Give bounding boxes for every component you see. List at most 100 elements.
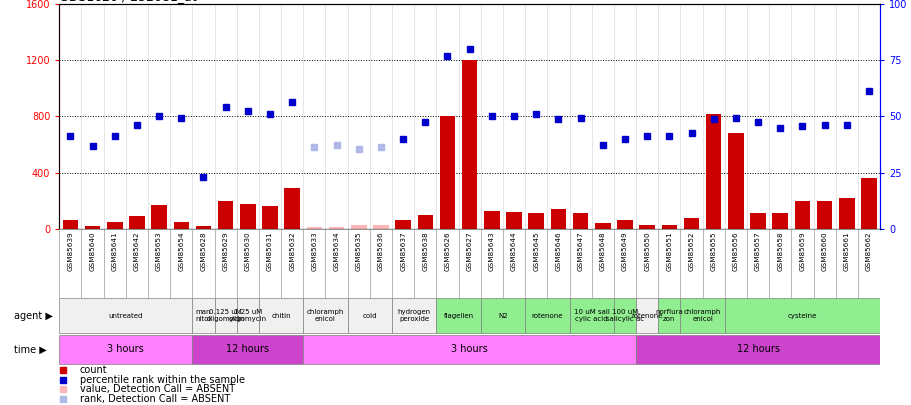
Text: GSM85637: GSM85637 <box>400 231 405 271</box>
Text: GSM85661: GSM85661 <box>843 231 849 271</box>
Text: GSM85628: GSM85628 <box>200 231 206 271</box>
Bar <box>347 298 392 333</box>
Text: GSM85651: GSM85651 <box>666 231 671 271</box>
Bar <box>525 298 568 333</box>
Text: GSM85630: GSM85630 <box>244 231 251 271</box>
Bar <box>705 114 721 229</box>
Bar <box>506 212 521 229</box>
Bar <box>527 213 543 229</box>
Bar <box>59 335 192 364</box>
Text: chloramph
enicol: chloramph enicol <box>306 309 343 322</box>
Bar <box>860 178 875 229</box>
Bar <box>417 215 433 229</box>
Bar <box>259 298 303 333</box>
Text: rotenone: rotenone <box>531 313 562 319</box>
Text: norflura
zon: norflura zon <box>655 309 682 322</box>
Bar <box>329 227 344 229</box>
Text: GSM85639: GSM85639 <box>67 231 73 271</box>
Text: cold: cold <box>363 313 376 319</box>
Bar <box>218 201 233 229</box>
Bar <box>635 335 879 364</box>
Bar <box>658 298 680 333</box>
Bar <box>214 298 237 333</box>
Text: GSM85662: GSM85662 <box>865 231 871 271</box>
Bar <box>750 213 765 229</box>
Text: hydrogen
peroxide: hydrogen peroxide <box>397 309 430 322</box>
Text: GSM85647: GSM85647 <box>577 231 583 271</box>
Text: GSM85656: GSM85656 <box>732 231 738 271</box>
Text: 3 hours: 3 hours <box>451 344 487 354</box>
Bar <box>303 335 635 364</box>
Text: cysteine: cysteine <box>787 313 816 319</box>
Text: GSM85633: GSM85633 <box>311 231 317 271</box>
Text: GSM85650: GSM85650 <box>643 231 650 271</box>
Text: GSM85652: GSM85652 <box>688 231 694 271</box>
Bar <box>461 60 477 229</box>
Bar <box>572 213 588 229</box>
Bar <box>793 201 809 229</box>
Bar <box>129 216 145 229</box>
Bar <box>63 220 78 229</box>
Bar <box>484 211 499 229</box>
Text: 12 hours: 12 hours <box>226 344 269 354</box>
Text: value, Detection Call = ABSENT: value, Detection Call = ABSENT <box>80 384 235 394</box>
Bar <box>262 207 278 229</box>
Text: 1.25 uM
oligomycin: 1.25 uM oligomycin <box>229 309 267 322</box>
Text: untreated: untreated <box>108 313 143 319</box>
Bar <box>439 117 455 229</box>
Bar <box>838 198 854 229</box>
Bar <box>351 225 366 229</box>
Bar <box>303 298 347 333</box>
Text: GSM85643: GSM85643 <box>488 231 495 271</box>
Bar <box>680 298 724 333</box>
Bar <box>306 227 322 229</box>
Bar <box>772 213 787 229</box>
Text: rotenone: rotenone <box>630 313 662 319</box>
Bar <box>594 223 609 229</box>
Bar <box>151 205 167 229</box>
Text: GSM85641: GSM85641 <box>112 231 118 271</box>
Text: GSM85645: GSM85645 <box>533 231 538 271</box>
Text: 12 hours: 12 hours <box>736 344 779 354</box>
Bar <box>237 298 259 333</box>
Bar <box>660 225 676 229</box>
Text: time ▶: time ▶ <box>14 344 46 354</box>
Text: GSM85638: GSM85638 <box>422 231 428 271</box>
Text: GDS1620 / 252081_at: GDS1620 / 252081_at <box>59 0 197 3</box>
Bar <box>613 298 635 333</box>
Text: chloramph
enicol: chloramph enicol <box>683 309 721 322</box>
Text: GSM85649: GSM85649 <box>621 231 628 271</box>
Text: rank, Detection Call = ABSENT: rank, Detection Call = ABSENT <box>80 394 230 404</box>
Text: GSM85640: GSM85640 <box>89 231 96 271</box>
Text: chitin: chitin <box>271 313 291 319</box>
Bar <box>639 225 654 229</box>
Text: percentile rank within the sample: percentile rank within the sample <box>80 375 244 385</box>
Bar <box>635 298 658 333</box>
Bar <box>617 220 632 229</box>
Text: GSM85636: GSM85636 <box>377 231 384 271</box>
Text: GSM85653: GSM85653 <box>156 231 162 271</box>
Text: GSM85629: GSM85629 <box>222 231 229 271</box>
Bar <box>59 298 192 333</box>
Text: GSM85634: GSM85634 <box>333 231 339 271</box>
Bar <box>192 335 303 364</box>
Text: GSM85654: GSM85654 <box>178 231 184 271</box>
Text: GSM85631: GSM85631 <box>267 231 272 271</box>
Bar <box>240 204 255 229</box>
Bar <box>373 225 388 229</box>
Text: 3 hours: 3 hours <box>107 344 144 354</box>
Bar <box>192 298 214 333</box>
Text: N2: N2 <box>497 313 507 319</box>
Bar <box>395 220 411 229</box>
Bar <box>724 298 879 333</box>
Text: GSM85657: GSM85657 <box>754 231 761 271</box>
Text: flagellen: flagellen <box>443 313 473 319</box>
Text: GSM85632: GSM85632 <box>289 231 295 271</box>
Text: GSM85642: GSM85642 <box>134 231 139 271</box>
Text: count: count <box>80 365 107 375</box>
Text: GSM85658: GSM85658 <box>776 231 783 271</box>
Text: GSM85626: GSM85626 <box>444 231 450 271</box>
Text: GSM85659: GSM85659 <box>799 231 804 271</box>
Text: 10 uM sali
cylic acid: 10 uM sali cylic acid <box>573 309 609 322</box>
Bar <box>480 298 525 333</box>
